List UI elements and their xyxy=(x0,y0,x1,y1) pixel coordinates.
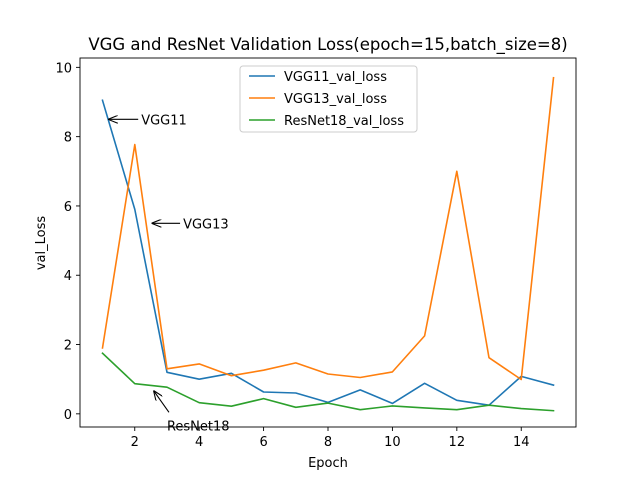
x-tick-label: 10 xyxy=(384,435,401,450)
annotation-label: VGG11 xyxy=(141,113,187,128)
annotation-label: VGG13 xyxy=(183,217,229,232)
y-tick-label: 2 xyxy=(64,339,72,354)
chart-title: VGG and ResNet Validation Loss(epoch=15,… xyxy=(88,35,567,55)
x-tick-label: 8 xyxy=(324,435,332,450)
y-axis-label: val_Loss xyxy=(34,216,49,271)
legend-label: VGG11_val_loss xyxy=(284,70,387,85)
plot-area: 2 4 6 8 10 12 14 0 2 4 6 8 10 VGG11 VGG13 ResNet18 VGG11… xyxy=(55,57,577,450)
y-tick-label: 8 xyxy=(64,131,72,146)
annotation-label: ResNet18 xyxy=(167,419,230,434)
x-tick-label: 6 xyxy=(259,435,267,450)
x-tick-label: 12 xyxy=(449,435,466,450)
y-tick-label: 10 xyxy=(55,61,72,76)
legend-box xyxy=(239,65,418,133)
x-axis-label: Epoch xyxy=(308,456,348,471)
axes-frame xyxy=(79,57,577,428)
y-tick-label: 4 xyxy=(64,269,72,284)
series-line xyxy=(101,76,555,381)
legend-label: VGG13_val_loss xyxy=(284,92,387,107)
x-tick-label: 4 xyxy=(195,435,203,450)
y-tick-label: 6 xyxy=(64,200,72,215)
annotation-arrow xyxy=(154,391,170,413)
legend-label: ResNet18_val_loss xyxy=(284,114,404,129)
x-tick-label: 14 xyxy=(513,435,530,450)
x-tick-label: 2 xyxy=(131,435,139,450)
series-line xyxy=(101,352,555,412)
y-tick-label: 0 xyxy=(64,408,72,423)
